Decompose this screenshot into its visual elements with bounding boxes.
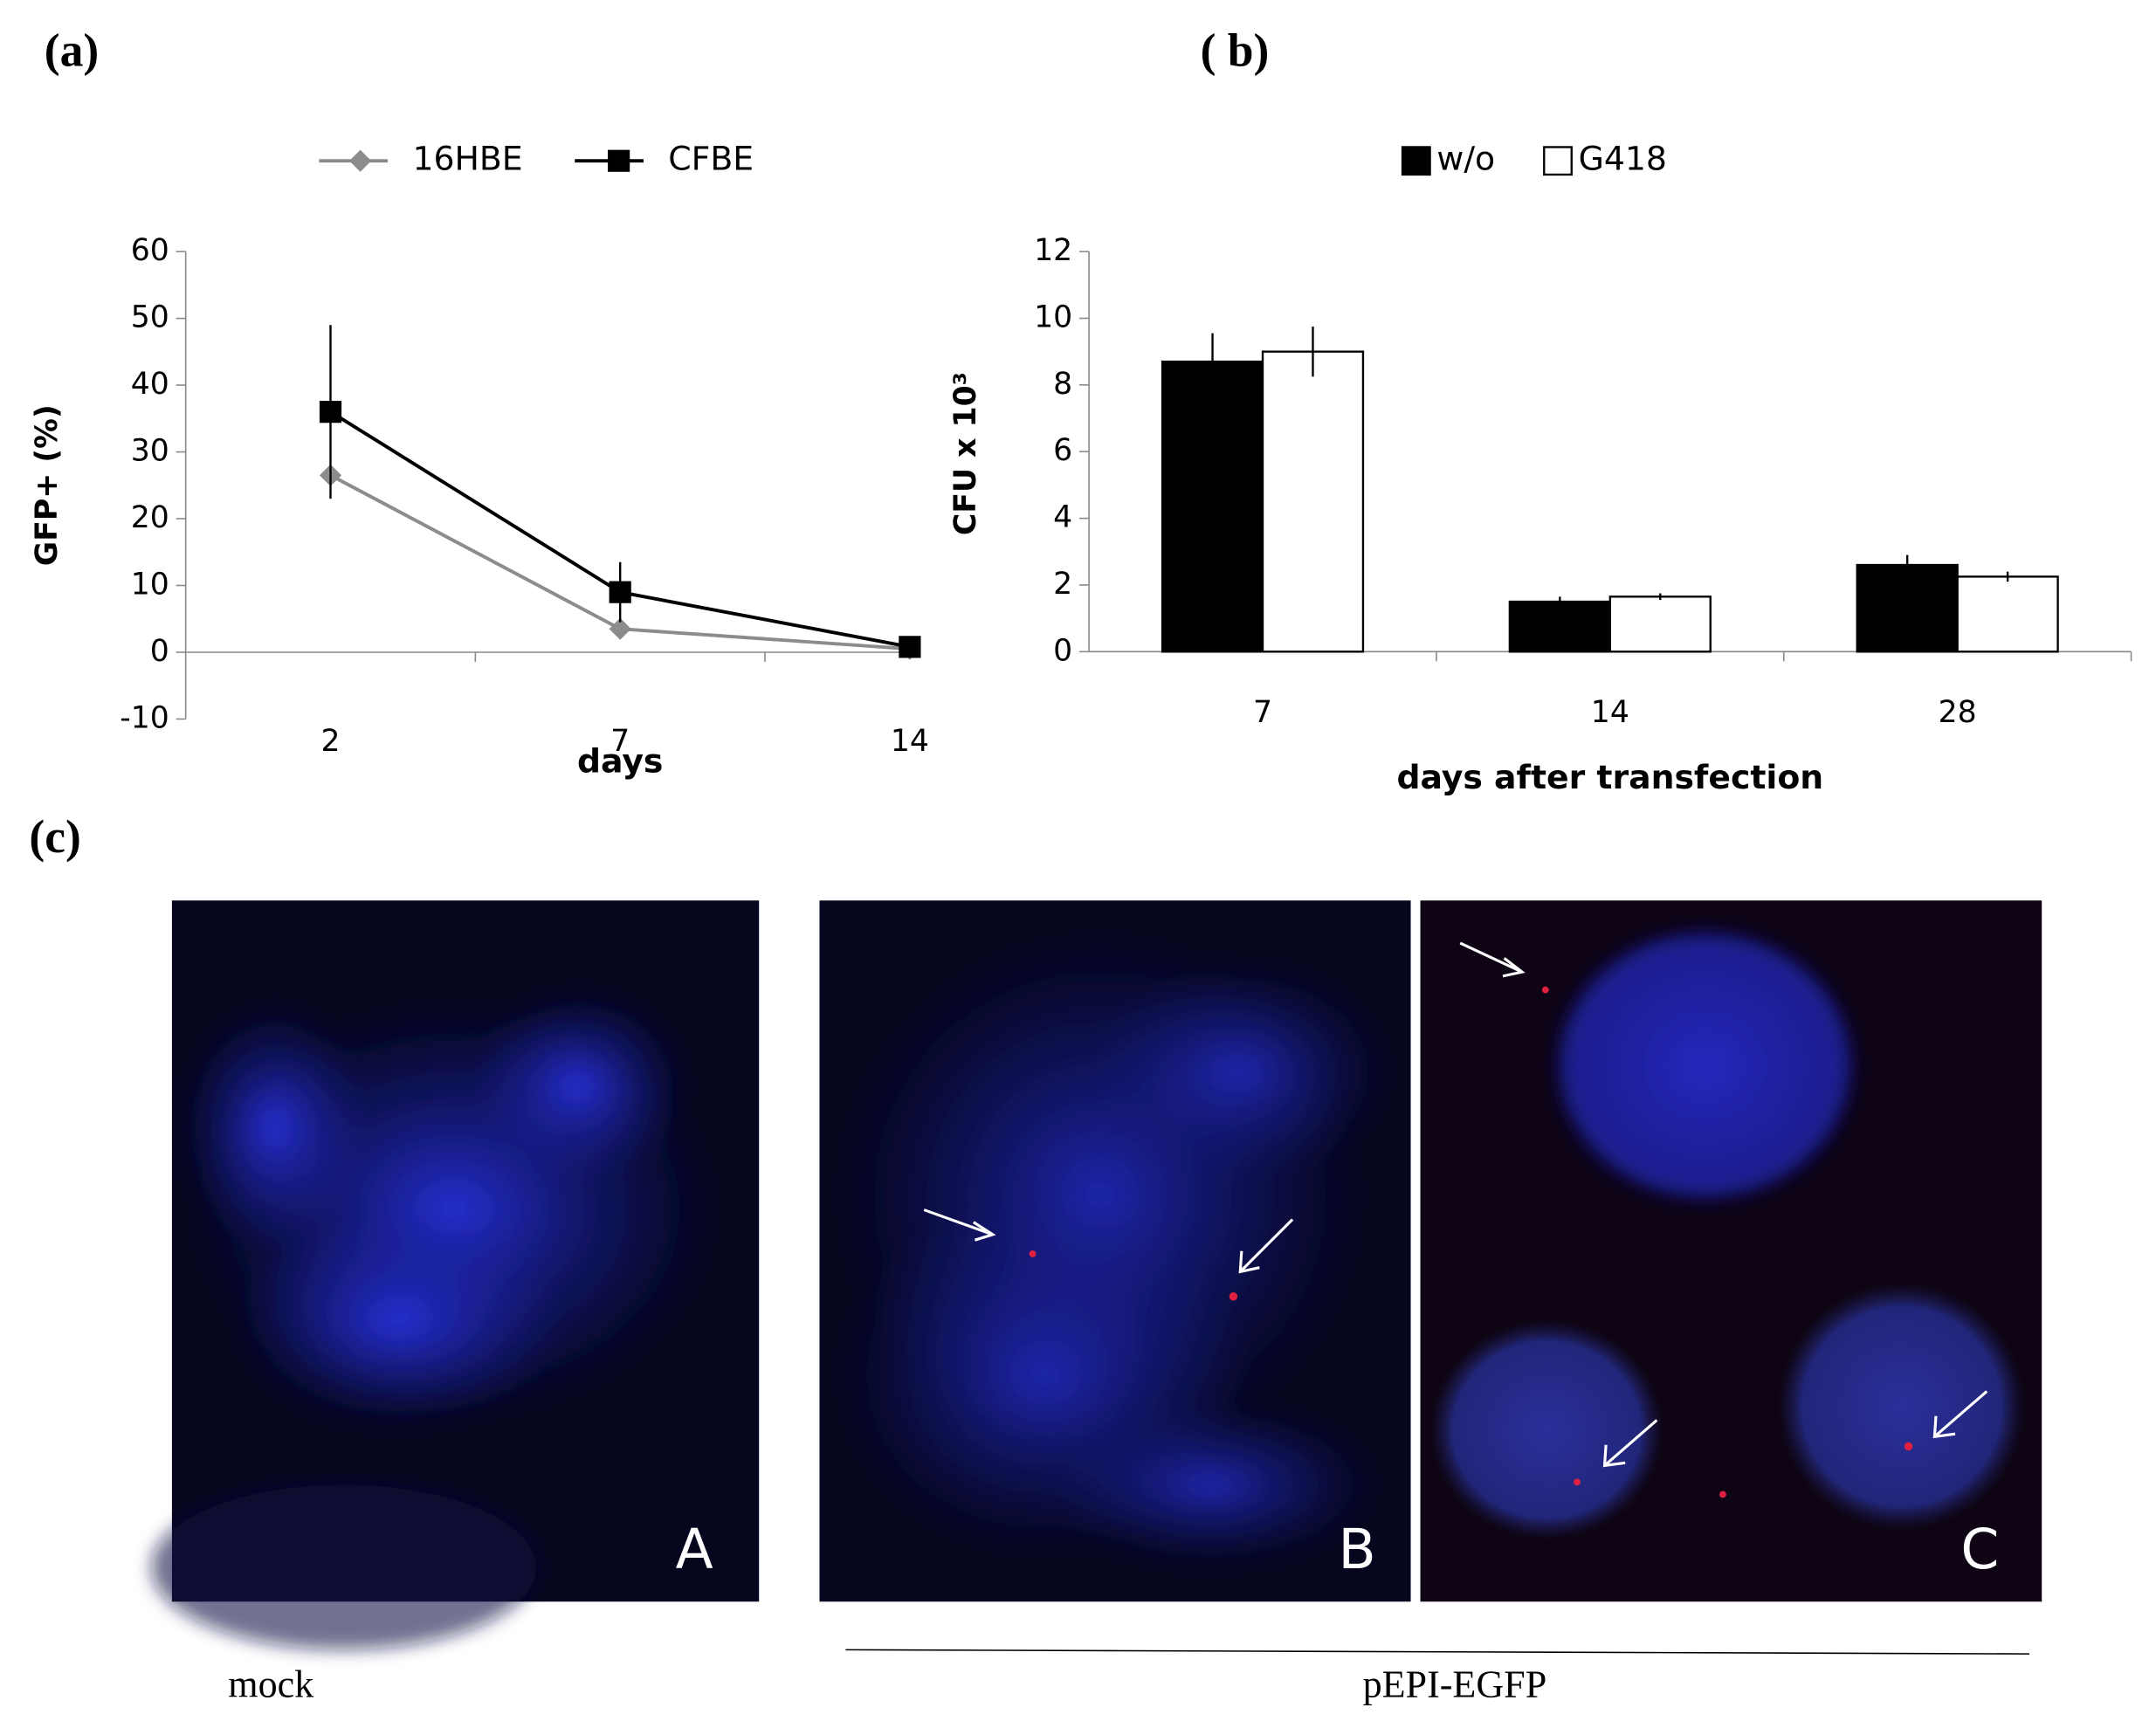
chart-title: ( b) (1201, 24, 1270, 76)
y-tick-label: 4 (1053, 500, 1072, 535)
y-tick-label: 10 (1034, 299, 1072, 334)
y-tick-label: 0 (150, 634, 169, 669)
y-tick-label: 0 (1053, 633, 1072, 668)
bar (1856, 563, 1959, 653)
arrows (923, 941, 1988, 1468)
y-tick-label: 6 (1053, 433, 1072, 468)
legend-marker (349, 149, 372, 172)
legend-label: 16HBE (412, 140, 522, 178)
group-line (845, 1649, 2030, 1655)
x-axis-label: days after transfection (1396, 758, 1823, 796)
chromosomes-a (151, 989, 715, 1650)
bar (1956, 575, 2059, 653)
legend-marker (1543, 146, 1573, 176)
bar (1508, 600, 1612, 653)
x-tick-label: 14 (891, 724, 929, 759)
x-tick-label: 7 (1253, 695, 1272, 730)
y-tick-label: 8 (1053, 367, 1072, 402)
panel-label: (c) (29, 810, 80, 863)
point (899, 636, 921, 658)
bar (1261, 350, 1365, 653)
y-tick-label: 30 (131, 434, 169, 469)
x-tick-label: 7 (610, 724, 630, 759)
y-axis-label: GFP+ (%) (30, 404, 65, 566)
y-tick-label: 2 (1053, 567, 1072, 602)
x-tick-label: 14 (1591, 695, 1629, 730)
x-tick-label: 28 (1939, 695, 1977, 730)
caption: mock (228, 1663, 314, 1706)
legend-marker (1401, 146, 1431, 176)
legend-marker (608, 149, 630, 172)
red-dots (1029, 986, 1913, 1498)
micrograph-label: A (676, 1518, 713, 1581)
caption: pEPI-EGFP (1363, 1663, 1547, 1706)
x-axis-label: days (577, 741, 663, 780)
micrograph-label: B (1339, 1518, 1376, 1581)
micrograph-label: C (1960, 1518, 1999, 1581)
y-tick-label: 10 (131, 568, 169, 602)
y-tick-label: 50 (131, 300, 169, 335)
chart-title: (a) (45, 24, 99, 76)
y-tick-label: 60 (131, 233, 169, 268)
x-tick-label: 2 (320, 724, 340, 759)
y-tick-label: 40 (131, 367, 169, 402)
bar (1161, 360, 1264, 653)
point (609, 581, 631, 603)
y-tick-label: -10 (120, 700, 169, 735)
chromosomes-b (838, 934, 1389, 1567)
nuclei-c (1429, 914, 2026, 1540)
legend-label: w/o (1436, 140, 1495, 178)
point (319, 401, 342, 423)
y-tick-label: 20 (131, 500, 169, 535)
legend-label: CFBE (668, 140, 754, 178)
y-axis-label: CFU x 10³ (948, 372, 983, 535)
y-tick-label: 12 (1034, 233, 1072, 268)
bar (1608, 596, 1712, 653)
legend-label: G418 (1579, 140, 1667, 178)
